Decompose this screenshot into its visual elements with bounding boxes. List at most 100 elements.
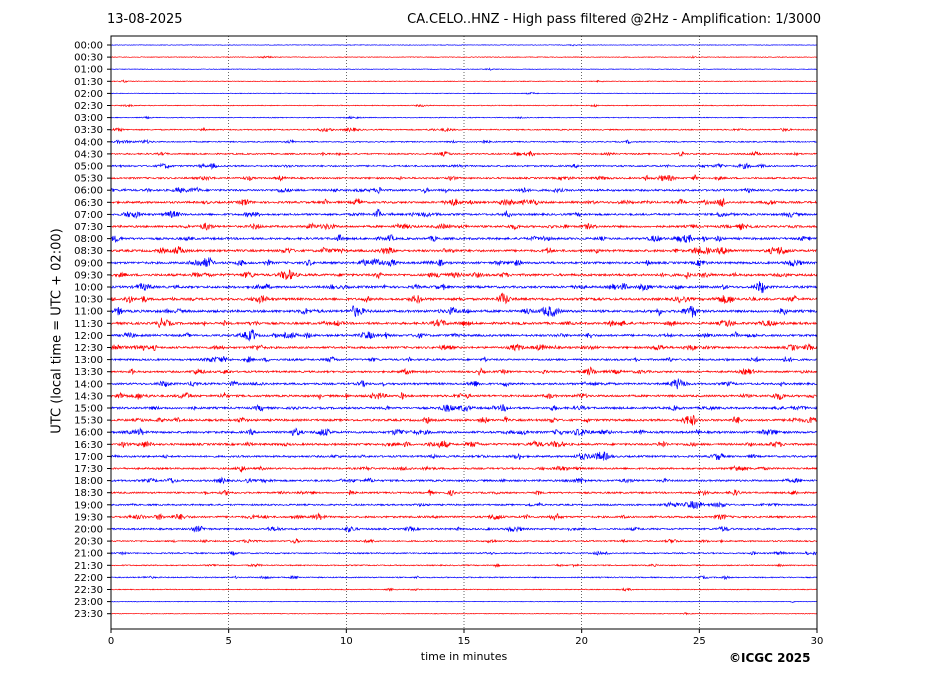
y-tick: 12:00 — [74, 331, 111, 342]
trace-line-1230 — [110, 342, 818, 352]
y-tick-label: 00:00 — [74, 41, 103, 52]
y-tick: 15:30 — [74, 416, 111, 427]
x-tick-label: 20 — [575, 636, 588, 647]
y-tick-label: 08:30 — [74, 246, 103, 257]
y-tick-label: 17:30 — [74, 464, 103, 475]
y-tick: 15:00 — [74, 404, 111, 415]
y-tick: 13:00 — [74, 355, 111, 366]
trace-line-1800 — [110, 476, 818, 485]
x-tick: 30 — [811, 629, 824, 647]
y-tick: 22:30 — [74, 585, 111, 596]
y-tick: 19:00 — [74, 500, 111, 511]
trace-line-1100 — [110, 305, 818, 318]
x-tick: 20 — [575, 629, 588, 647]
y-tick-label: 00:30 — [74, 53, 103, 64]
y-tick-label: 17:00 — [74, 452, 103, 463]
y-tick-label: 01:30 — [74, 77, 103, 88]
y-tick-label: 16:30 — [74, 440, 103, 451]
y-tick-label: 13:00 — [74, 355, 103, 366]
y-tick-label: 10:00 — [74, 283, 103, 294]
y-tick-label: 21:00 — [74, 549, 103, 560]
trace-line-0100 — [110, 67, 818, 71]
trace-line-0430 — [110, 150, 818, 157]
trace-line-0800 — [110, 233, 818, 243]
y-tick-label: 23:30 — [74, 609, 103, 620]
y-tick: 04:30 — [74, 149, 111, 160]
trace-line-1330 — [110, 366, 818, 376]
trace-line-2130 — [110, 563, 818, 569]
y-tick-label: 11:30 — [74, 319, 103, 330]
y-tick: 19:30 — [74, 512, 111, 523]
y-tick: 23:30 — [74, 609, 111, 620]
y-tick: 16:30 — [74, 440, 111, 451]
y-tick-label: 04:30 — [74, 149, 103, 160]
y-tick-label: 19:00 — [74, 500, 103, 511]
y-tick: 00:30 — [74, 53, 111, 64]
trace-line-0930 — [110, 269, 818, 281]
y-tick: 05:00 — [74, 162, 111, 173]
trace-line-0200 — [110, 91, 818, 95]
trace-line-1000 — [110, 281, 818, 294]
x-tick: 5 — [225, 629, 232, 647]
y-tick: 21:00 — [74, 549, 111, 560]
trace-line-0630 — [110, 197, 818, 207]
x-tick-group: 0 5 10 15 20 25 30 — [108, 629, 824, 647]
y-tick-label: 12:30 — [74, 343, 103, 354]
trace-line-2200 — [110, 574, 818, 581]
y-tick: 08:30 — [74, 246, 111, 257]
date-label: 13-08-2025 — [107, 12, 183, 27]
y-tick-label: 03:00 — [74, 113, 103, 124]
trace-line-2300 — [110, 600, 818, 603]
trace-line-1630 — [110, 439, 818, 449]
trace-line-1500 — [110, 403, 818, 412]
trace-line-1930 — [110, 512, 818, 521]
x-tick-label: 30 — [811, 636, 824, 647]
trace-group — [110, 43, 818, 616]
y-tick-group: 00:0000:3001:0001:3002:0002:3003:0003:30… — [74, 41, 111, 620]
y-tick-label: 22:30 — [74, 585, 103, 596]
x-tick: 10 — [340, 629, 353, 647]
y-tick-label: 05:00 — [74, 162, 103, 173]
trace-line-0530 — [110, 174, 818, 182]
y-tick-label: 09:30 — [74, 270, 103, 281]
y-tick-label: 13:30 — [74, 367, 103, 378]
y-tick-label: 18:30 — [74, 488, 103, 499]
y-tick-label: 07:00 — [74, 210, 103, 221]
y-tick: 20:30 — [74, 537, 111, 548]
trace-line-0730 — [110, 222, 818, 231]
y-tick: 10:30 — [74, 295, 111, 306]
x-tick: 15 — [458, 629, 471, 647]
trace-line-1200 — [110, 329, 818, 342]
y-tick-label: 16:00 — [74, 428, 103, 439]
y-tick-label: 01:00 — [74, 65, 103, 76]
y-tick: 11:00 — [74, 307, 111, 318]
trace-line-2330 — [110, 612, 818, 616]
y-tick-label: 20:30 — [74, 537, 103, 548]
y-tick-label: 14:30 — [74, 391, 103, 402]
x-tick: 25 — [693, 629, 706, 647]
y-tick-label: 05:30 — [74, 174, 103, 185]
x-axis-label: time in minutes — [420, 650, 508, 663]
trace-line-0700 — [110, 208, 818, 220]
y-tick: 01:30 — [74, 77, 111, 88]
y-tick: 03:00 — [74, 113, 111, 124]
trace-line-1600 — [110, 427, 818, 437]
trace-line-2230 — [110, 587, 818, 592]
copyright-label: ©ICGC 2025 — [729, 651, 811, 665]
y-tick-label: 11:00 — [74, 307, 103, 318]
x-tick-label: 25 — [693, 636, 706, 647]
y-tick: 12:30 — [74, 343, 111, 354]
x-tick-label: 15 — [458, 636, 471, 647]
trace-line-2030 — [110, 537, 818, 545]
grid-lines — [228, 36, 700, 629]
y-tick-label: 19:30 — [74, 512, 103, 523]
trace-line-1430 — [110, 391, 818, 401]
y-tick-label: 04:00 — [74, 137, 103, 148]
y-tick: 10:00 — [74, 283, 111, 294]
trace-line-0330 — [110, 126, 818, 133]
chart-title: CA.CELO..HNZ - High pass filtered @2Hz -… — [407, 12, 821, 27]
y-tick-label: 07:30 — [74, 222, 103, 233]
y-tick: 02:30 — [74, 101, 111, 112]
y-tick: 14:00 — [74, 379, 111, 390]
